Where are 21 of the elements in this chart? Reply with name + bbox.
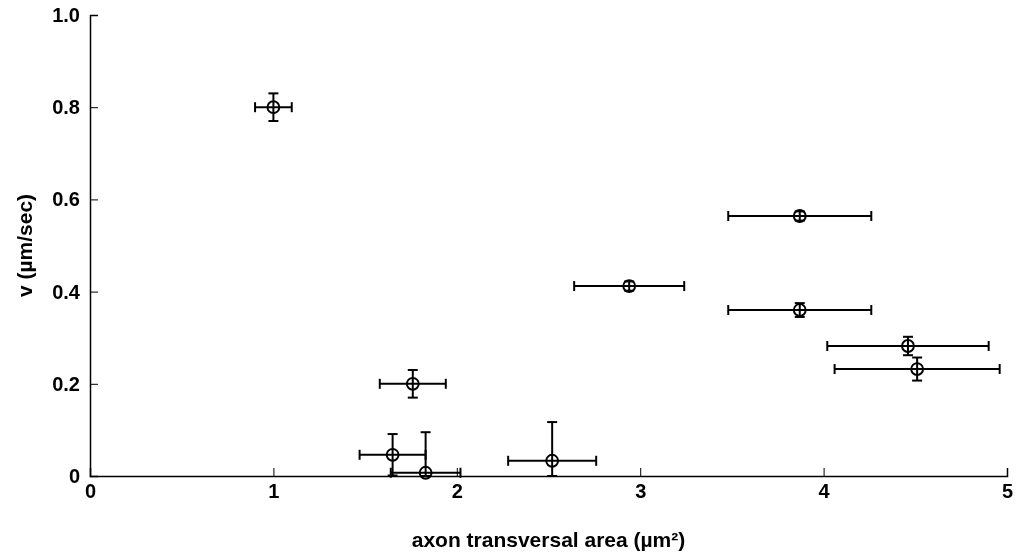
y-tick-label: 0.8 <box>52 96 80 119</box>
y-tick-label: 0.2 <box>52 372 80 395</box>
x-tick-label: 1 <box>268 480 280 503</box>
x-tick-label: 5 <box>1001 480 1014 503</box>
y-tick-label: 0.6 <box>52 188 80 211</box>
x-tick-label: 4 <box>818 480 831 503</box>
point <box>910 362 925 376</box>
y-axis-title: v (µm/sec) <box>13 193 36 298</box>
x-tick-label: 0 <box>84 480 97 503</box>
y-tick-label: 1.0 <box>52 3 80 26</box>
point <box>385 447 400 462</box>
x-axis-title: axon transversal area (µm²) <box>411 528 686 551</box>
y-tick-label: 0.4 <box>52 280 81 303</box>
point <box>266 100 281 115</box>
point <box>545 453 560 468</box>
x-tick-label: 2 <box>451 480 463 503</box>
point <box>901 339 915 353</box>
y-tick-label: 0 <box>68 464 80 487</box>
point <box>405 376 420 391</box>
x-tick-label: 3 <box>635 480 647 503</box>
point <box>418 465 433 480</box>
